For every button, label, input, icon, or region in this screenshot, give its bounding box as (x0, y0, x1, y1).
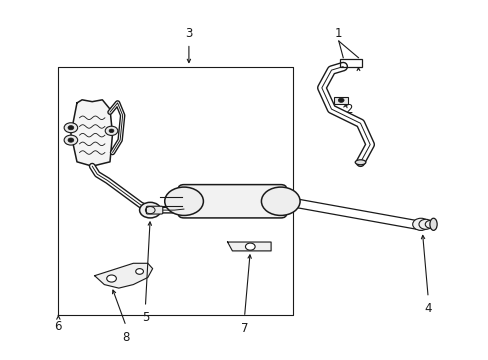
FancyBboxPatch shape (146, 206, 163, 214)
Ellipse shape (429, 218, 436, 230)
Circle shape (139, 202, 161, 218)
Text: 3: 3 (185, 27, 192, 40)
Circle shape (261, 187, 300, 215)
Text: 7: 7 (240, 322, 248, 335)
FancyBboxPatch shape (178, 185, 286, 218)
Text: 8: 8 (122, 330, 129, 344)
Text: 1: 1 (334, 27, 342, 40)
Bar (333, 97, 348, 104)
Circle shape (109, 129, 114, 132)
Circle shape (164, 187, 203, 215)
Circle shape (106, 275, 116, 282)
Circle shape (105, 126, 118, 135)
Bar (339, 59, 361, 67)
Ellipse shape (354, 160, 365, 165)
Text: 4: 4 (424, 302, 431, 315)
Text: 6: 6 (55, 320, 62, 333)
Circle shape (245, 243, 255, 250)
Polygon shape (227, 242, 270, 251)
Circle shape (64, 123, 78, 133)
Polygon shape (71, 100, 112, 166)
Circle shape (64, 135, 78, 145)
Text: 5: 5 (142, 311, 149, 324)
Circle shape (412, 218, 428, 230)
Circle shape (425, 220, 435, 228)
Circle shape (418, 219, 432, 229)
Circle shape (68, 138, 74, 142)
Circle shape (338, 98, 344, 102)
Circle shape (136, 269, 143, 274)
Circle shape (68, 126, 74, 130)
Polygon shape (95, 263, 152, 288)
Text: 2: 2 (344, 103, 351, 116)
